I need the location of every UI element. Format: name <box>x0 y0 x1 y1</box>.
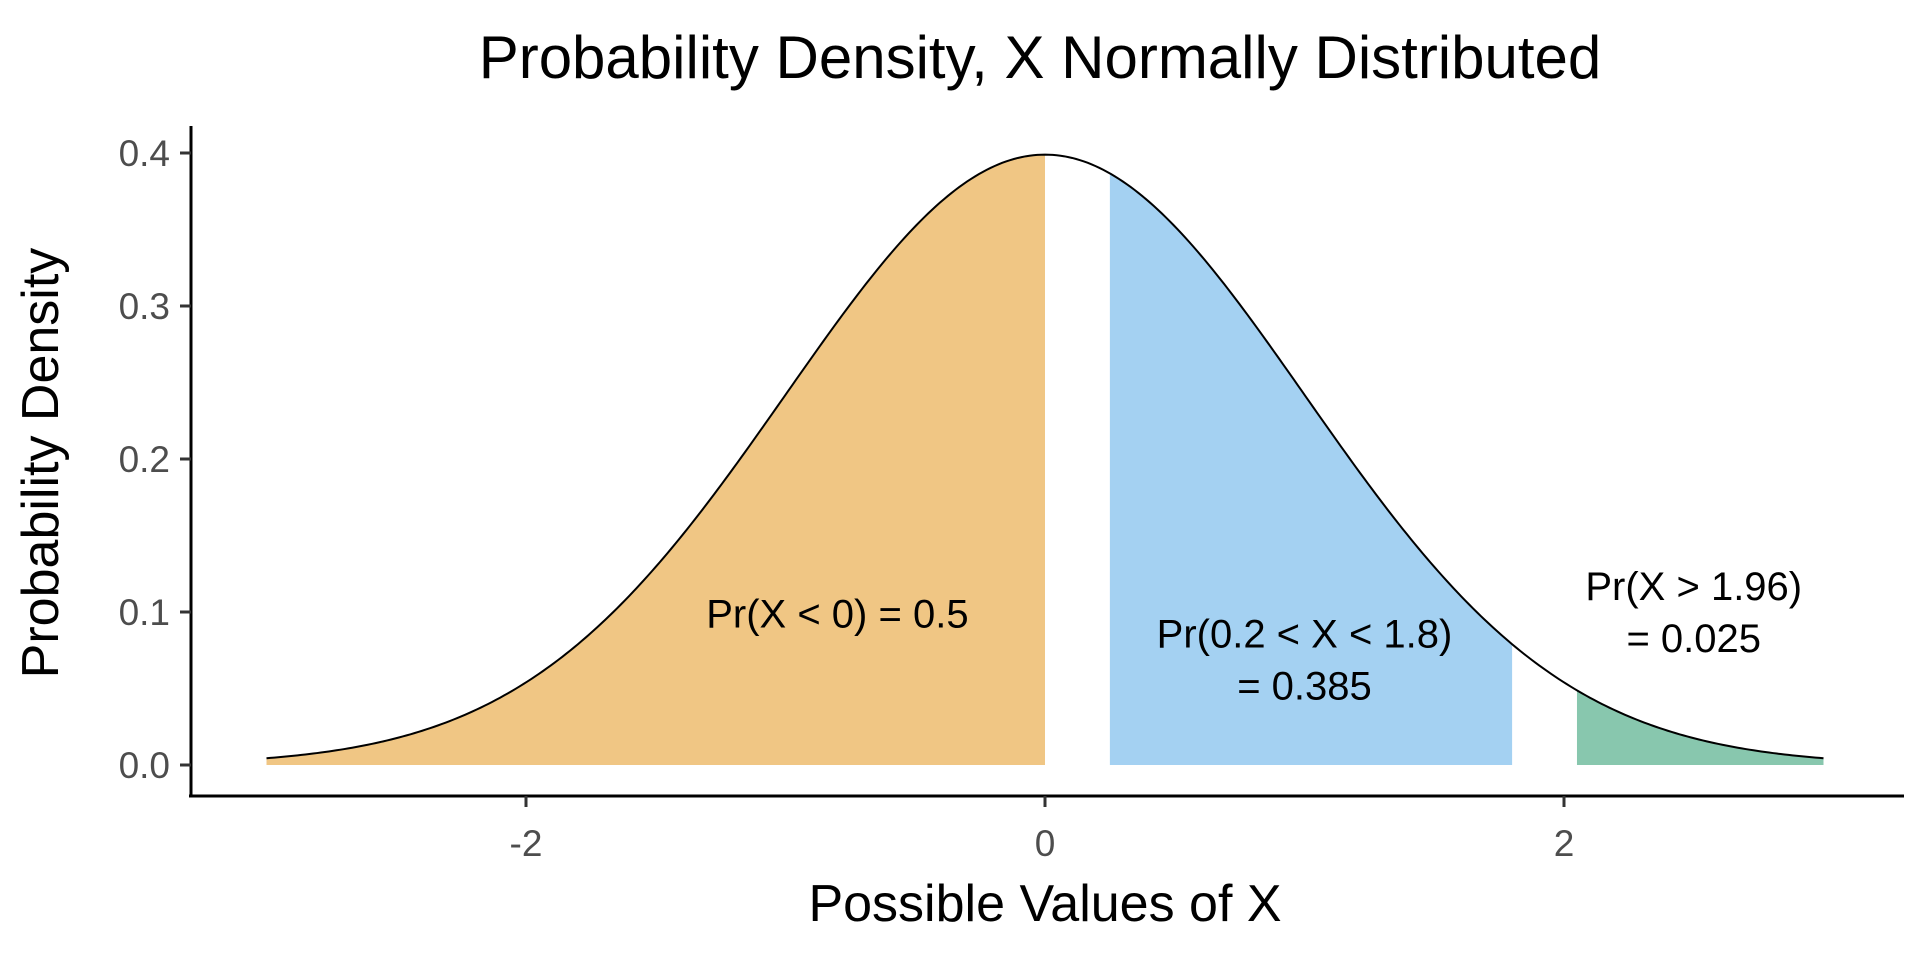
y-ticks: 0.0 0.1 0.2 0.3 0.4 <box>119 133 191 786</box>
y-tick-label: 0.4 <box>119 133 170 174</box>
y-tick-label: 0.0 <box>119 745 170 786</box>
region-label-2: Pr(0.2 < X < 1.8) <box>1157 612 1453 656</box>
shaded-region-2 <box>1109 173 1513 765</box>
x-tick-label: 2 <box>1554 823 1575 864</box>
shaded-region-1 <box>266 154 1045 765</box>
region-label-3: Pr(X > 1.96) <box>1585 565 1802 609</box>
density-curve <box>266 153 1824 760</box>
y-tick-label: 0.1 <box>119 592 170 633</box>
shaded-region-3 <box>1576 690 1824 765</box>
region-annotations: Pr(X < 0) = 0.5 Pr(0.2 < X < 1.8) = 0.385 P… <box>706 565 1802 708</box>
x-axis-title: Possible Values of X <box>808 875 1281 933</box>
region-label-2: = 0.385 <box>1237 664 1372 708</box>
region-label-3: = 0.025 <box>1626 617 1761 661</box>
shaded-regions <box>266 154 1824 765</box>
x-tick-label: -2 <box>510 823 543 864</box>
y-axis-title: Probability Density <box>12 248 70 679</box>
x-ticks: -2 0 2 <box>510 796 1575 864</box>
y-tick-label: 0.2 <box>119 439 170 480</box>
y-tick-label: 0.3 <box>119 286 170 327</box>
region-label-1: Pr(X < 0) = 0.5 <box>706 593 968 637</box>
chart-title: Probability Density, X Normally Distribu… <box>479 24 1602 91</box>
x-tick-label: 0 <box>1035 823 1056 864</box>
